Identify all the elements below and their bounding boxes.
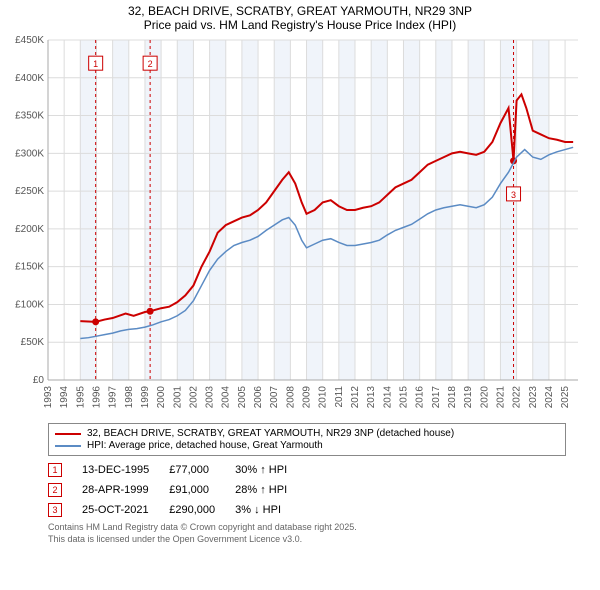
sales-row: 1 13-DEC-1995 £77,000 30% ↑ HPI xyxy=(48,460,307,480)
svg-text:2015: 2015 xyxy=(398,386,409,409)
svg-text:2010: 2010 xyxy=(318,386,329,409)
sale-delta: 3% ↓ HPI xyxy=(235,500,307,520)
svg-text:2007: 2007 xyxy=(269,386,280,409)
svg-text:2016: 2016 xyxy=(415,386,426,409)
svg-text:1995: 1995 xyxy=(75,386,86,409)
svg-text:£250K: £250K xyxy=(15,186,44,197)
svg-text:2017: 2017 xyxy=(431,386,442,409)
svg-text:2: 2 xyxy=(148,59,153,69)
svg-text:2021: 2021 xyxy=(495,386,506,409)
svg-text:2020: 2020 xyxy=(479,386,490,409)
legend: 32, BEACH DRIVE, SCRATBY, GREAT YARMOUTH… xyxy=(48,423,566,456)
legend-label: 32, BEACH DRIVE, SCRATBY, GREAT YARMOUTH… xyxy=(87,428,454,439)
svg-text:1996: 1996 xyxy=(91,386,102,409)
svg-text:£350K: £350K xyxy=(15,111,44,122)
legend-row: 32, BEACH DRIVE, SCRATBY, GREAT YARMOUTH… xyxy=(55,428,559,439)
svg-text:2009: 2009 xyxy=(302,386,313,409)
plot-area: £0 £50K £100K £150K £200K £250K £300K £350K £400… xyxy=(4,36,596,419)
legend-swatch xyxy=(55,433,81,435)
sale-price: £91,000 xyxy=(169,480,235,500)
svg-text:2000: 2000 xyxy=(156,386,167,409)
chart-svg: £0 £50K £100K £150K £200K £250K £300K £350K £400… xyxy=(4,36,600,414)
sales-table: 1 13-DEC-1995 £77,000 30% ↑ HPI 2 28-APR… xyxy=(48,460,307,520)
legend-label: HPI: Average price, detached house, Grea… xyxy=(87,440,323,451)
svg-text:2023: 2023 xyxy=(528,386,539,409)
svg-text:1998: 1998 xyxy=(124,386,135,409)
svg-text:2011: 2011 xyxy=(334,386,345,408)
sale-price: £77,000 xyxy=(169,460,235,480)
sale-date: 13-DEC-1995 xyxy=(82,460,169,480)
sale-marker-icon: 2 xyxy=(48,483,62,497)
svg-text:2013: 2013 xyxy=(366,386,377,409)
footer-line1: Contains HM Land Registry data © Crown c… xyxy=(48,522,566,534)
sale-marker-icon: 1 xyxy=(48,463,62,477)
svg-text:2006: 2006 xyxy=(253,386,264,409)
title-area: 32, BEACH DRIVE, SCRATBY, GREAT YARMOUTH… xyxy=(4,4,596,32)
svg-text:2014: 2014 xyxy=(382,386,393,409)
title-line1: 32, BEACH DRIVE, SCRATBY, GREAT YARMOUTH… xyxy=(4,4,596,18)
svg-text:2001: 2001 xyxy=(172,386,183,409)
svg-text:1994: 1994 xyxy=(59,386,70,409)
svg-text:£200K: £200K xyxy=(15,224,44,235)
footer-line2: This data is licensed under the Open Gov… xyxy=(48,534,566,546)
svg-text:2024: 2024 xyxy=(544,386,555,409)
sale-date: 28-APR-1999 xyxy=(82,480,169,500)
sale-date: 25-OCT-2021 xyxy=(82,500,169,520)
svg-text:£150K: £150K xyxy=(15,262,44,273)
sales-row: 2 28-APR-1999 £91,000 28% ↑ HPI xyxy=(48,480,307,500)
svg-text:1997: 1997 xyxy=(108,386,119,409)
legend-swatch xyxy=(55,445,81,447)
sale-delta: 30% ↑ HPI xyxy=(235,460,307,480)
svg-text:2025: 2025 xyxy=(560,386,571,409)
svg-text:1: 1 xyxy=(93,59,98,69)
svg-text:3: 3 xyxy=(511,190,516,200)
svg-text:2005: 2005 xyxy=(237,386,248,409)
title-line2: Price paid vs. HM Land Registry's House … xyxy=(4,18,596,32)
svg-text:2002: 2002 xyxy=(188,386,199,409)
svg-text:£50K: £50K xyxy=(21,337,45,348)
svg-text:£0: £0 xyxy=(33,375,45,386)
svg-text:2004: 2004 xyxy=(221,386,232,409)
svg-text:2022: 2022 xyxy=(512,386,523,409)
svg-text:£300K: £300K xyxy=(15,148,44,159)
svg-text:2008: 2008 xyxy=(285,386,296,409)
svg-text:2018: 2018 xyxy=(447,386,458,409)
sale-marker-icon: 3 xyxy=(48,503,62,517)
sales-row: 3 25-OCT-2021 £290,000 3% ↓ HPI xyxy=(48,500,307,520)
svg-text:2003: 2003 xyxy=(205,386,216,409)
svg-text:1993: 1993 xyxy=(43,386,54,409)
sale-price: £290,000 xyxy=(169,500,235,520)
chart-container: 32, BEACH DRIVE, SCRATBY, GREAT YARMOUTH… xyxy=(0,0,600,590)
legend-row: HPI: Average price, detached house, Grea… xyxy=(55,440,559,451)
svg-text:£400K: £400K xyxy=(15,73,44,84)
svg-text:2019: 2019 xyxy=(463,386,474,409)
svg-text:£450K: £450K xyxy=(15,36,44,46)
svg-text:1999: 1999 xyxy=(140,386,151,409)
svg-text:2012: 2012 xyxy=(350,386,361,409)
svg-text:£100K: £100K xyxy=(15,299,44,310)
footer-note: Contains HM Land Registry data © Crown c… xyxy=(48,522,566,545)
sale-delta: 28% ↑ HPI xyxy=(235,480,307,500)
